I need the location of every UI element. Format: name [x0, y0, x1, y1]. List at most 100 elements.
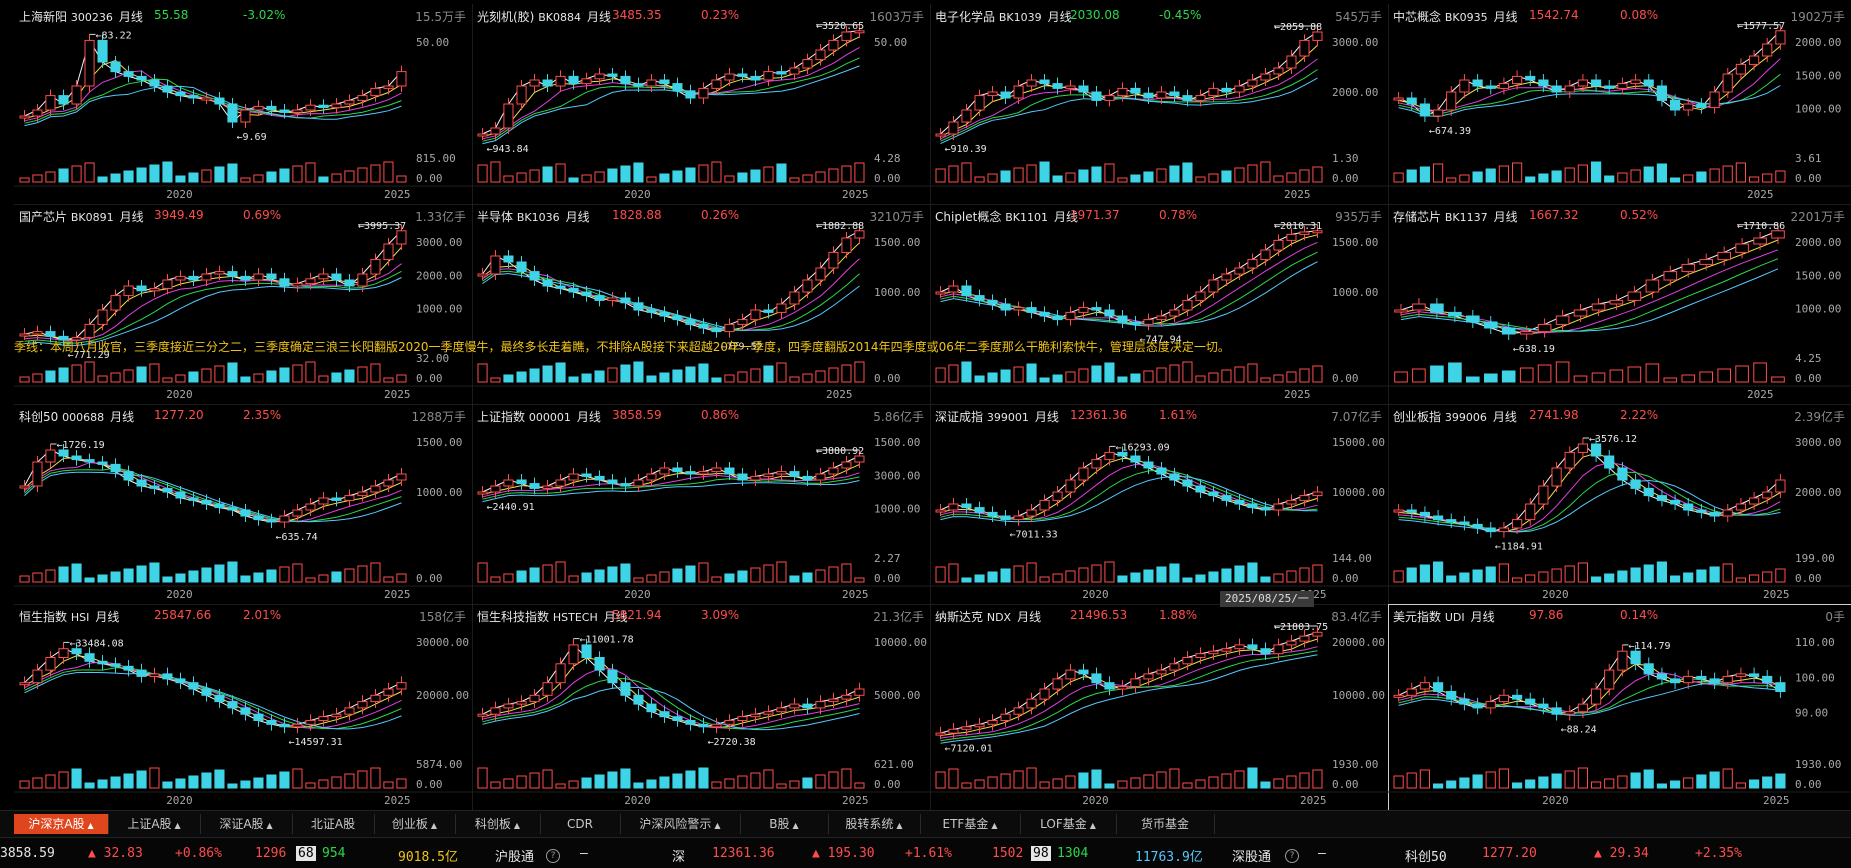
instrument-title: 科创50 — [19, 410, 59, 424]
panel-header: Chiplet概念 BK1101 月线 1971.37 0.78% 935万手 — [930, 204, 1388, 224]
tab-dropdown-icon[interactable]: ▲ — [792, 821, 799, 830]
tab-dropdown-icon[interactable]: ▲ — [991, 821, 998, 830]
last-price: 1828.88 — [612, 208, 662, 222]
candle-body — [344, 99, 355, 105]
kline-chart[interactable]: ←2059.88 ←910.39 3000.00 2000.00 1.30 0.00 202… — [930, 4, 1388, 204]
kline-chart[interactable]: ←1726.19 ←635.74 1500.00 1000.00 0.00 2020 202… — [14, 404, 472, 604]
chart-panel[interactable]: Chiplet概念 BK1101 月线 1971.37 0.78% 935万手 ←2010… — [930, 204, 1389, 405]
volume-bar — [1709, 168, 1720, 183]
sgt-label[interactable]: 深股通 — [1232, 850, 1272, 865]
chart-panel[interactable]: 纳斯达克 NDX 月线 21496.53 1.88% 83.4亿手 ←21803.75 ←7… — [930, 604, 1389, 811]
moving-average-line — [940, 251, 1318, 325]
volume-bar — [32, 777, 43, 789]
tab-dropdown-icon[interactable]: ▲ — [1089, 821, 1096, 830]
market-tab[interactable]: B股 ▲ — [740, 814, 829, 834]
volume-bar — [1537, 364, 1552, 383]
kline-chart[interactable]: ←3576.12 ←1184.91 3000.00 2000.00 199.00 0.00… — [1388, 404, 1851, 604]
hgt-label[interactable]: 沪股通 — [495, 850, 535, 865]
chart-panel[interactable]: 深证成指 399001 月线 12361.36 1.61% 7.07亿手 ←16293.0… — [930, 404, 1389, 605]
market-tab[interactable]: 沪深风险警示 ▲ — [620, 814, 741, 834]
volume-bar — [1299, 368, 1310, 383]
volume-bar — [974, 176, 985, 183]
market-tab[interactable]: ETF基金 ▲ — [920, 814, 1021, 834]
market-tab[interactable]: 沪深京A股 ▲ — [14, 814, 109, 834]
volume-bar — [1117, 177, 1128, 183]
tab-dropdown-icon[interactable]: ▲ — [266, 821, 273, 830]
kline-chart[interactable]: ←2010.31 ←747.94 1500.00 1000.00 0.00 2025 — [930, 204, 1388, 404]
chart-panel[interactable]: 恒生指数 HSI 月线 25847.66 2.01% 158亿手 ←33484.08 ←14… — [14, 604, 473, 811]
market-tab[interactable]: LOF基金 ▲ — [1020, 814, 1117, 834]
kline-chart[interactable]: ←114.79 ←88.24 110.00 100.00 90.00 1930.00 0.0… — [1388, 604, 1851, 810]
volume-bar — [19, 376, 30, 383]
kline-chart[interactable]: ←3880.92 ←2440.91 1500.00 3000.00 1000.00 2.2… — [472, 404, 930, 604]
volume-bar — [305, 577, 316, 583]
kline-chart[interactable]: ←16293.09 ←7011.33 15000.00 10000.00 144.00 0… — [930, 404, 1388, 604]
kline-chart[interactable]: ←1882.88 ←729.52 1500.00 1000.00 0.00 2025 — [472, 204, 930, 404]
volume-axis-tick: 5874.00 — [416, 758, 462, 771]
tab-dropdown-icon[interactable]: ▲ — [513, 821, 521, 830]
low-annotation: ←1184.91 — [1495, 542, 1543, 553]
last-price: 1542.74 — [1529, 8, 1579, 22]
volume-bar — [1459, 777, 1470, 789]
market-tab[interactable]: 上证A股 ▲ — [108, 814, 201, 834]
chart-panel[interactable]: 光刻机(胶) BK0884 月线 3485.35 0.23% 1603万手 ←3520.6… — [472, 4, 931, 205]
chart-panel[interactable]: 存储芯片 BK1137 月线 1667.32 0.52% 2201万手 ←1710.86 ←… — [1388, 204, 1851, 405]
volume-bar — [1208, 776, 1219, 789]
help-icon[interactable]: ? — [546, 847, 560, 863]
market-tab[interactable]: 货币基金 — [1116, 814, 1215, 834]
instrument-code: BK1137 — [1444, 211, 1488, 224]
chart-panel[interactable]: 国产芯片 BK0891 月线 3949.49 0.69% 1.33亿手 ←3995.37 ←… — [14, 204, 473, 405]
tab-dropdown-icon[interactable]: ▲ — [430, 821, 438, 830]
candle-body — [357, 273, 368, 287]
kline-chart[interactable]: ←1577.57 ←674.39 2000.00 1500.00 1000.00 3.61… — [1388, 4, 1851, 204]
candle-body — [1617, 650, 1628, 671]
chart-panel[interactable]: 电子化学品 BK1039 月线 2030.08 -0.45% 545万手 ←2059.88… — [930, 4, 1389, 205]
tab-dropdown-icon[interactable]: ▲ — [714, 821, 721, 830]
chart-panel[interactable]: 中芯概念 BK0935 月线 1542.74 0.08% 1902万手 ←1577.57 ←… — [1388, 4, 1851, 205]
kline-chart[interactable]: ←11001.78 ←2720.38 10000.00 5000.00 621.00 0.… — [472, 604, 930, 810]
kline-chart[interactable]: ←21803.75 ←7120.01 20000.00 10000.00 1930.00… — [930, 604, 1388, 810]
instrument-name: 光刻机(胶) BK0884 月线 — [477, 8, 611, 25]
market-tab[interactable]: 科创板 ▲ — [455, 814, 541, 834]
x-axis-tick: 2020 — [1082, 794, 1109, 807]
tab-dropdown-icon[interactable]: ▲ — [896, 821, 903, 830]
kline-chart[interactable]: ←1710.86 ←638.19 2000.00 1500.00 1000.00 4.25… — [1388, 204, 1851, 404]
volume-bar — [1117, 780, 1128, 789]
chart-panel[interactable]: 美元指数 UDI 月线 97.86 0.14% 0手 ←114.79 ←88.24 110.0… — [1388, 604, 1851, 811]
market-tab[interactable]: 深证A股 ▲ — [200, 814, 293, 834]
candle-body — [1735, 503, 1746, 511]
volume-bar — [737, 371, 748, 383]
chart-panel[interactable]: 上海新阳 300236 月线 55.58 -3.02% 15.5万手 ←83.22 ←9.6… — [14, 4, 473, 205]
y-axis-tick: 1000.00 — [416, 486, 462, 499]
volume-bar — [1630, 772, 1641, 789]
chart-panel[interactable]: 科创50 000688 月线 1277.20 2.35% 1288万手 ←1726.19 ←… — [14, 404, 473, 605]
candle-body — [841, 694, 852, 700]
x-axis-tick: 2020 — [166, 388, 193, 401]
candle-body — [607, 669, 618, 684]
market-tab[interactable]: CDR — [540, 814, 621, 834]
moving-average-line — [940, 475, 1318, 523]
volume-label: 3210万手 — [869, 210, 924, 224]
volume-bar — [815, 171, 826, 183]
chart-panel[interactable]: 恒生科技指数 HSTECH 月线 5821.94 3.09% 21.3亿手 ←11001.… — [472, 604, 931, 811]
volume-bar — [71, 165, 82, 183]
tab-dropdown-icon[interactable]: ▲ — [87, 821, 94, 830]
market-tab[interactable]: 北证A股 — [292, 814, 375, 834]
moving-average-line — [482, 36, 860, 137]
tab-dropdown-icon[interactable]: ▲ — [174, 821, 181, 830]
kline-chart[interactable]: ←33484.08 ←14597.31 30000.00 20000.00 5874.0… — [14, 604, 472, 810]
panel-header: 光刻机(胶) BK0884 月线 3485.35 0.23% 1603万手 — [472, 4, 930, 24]
volume-bar — [331, 372, 342, 383]
volume-bar — [1643, 564, 1654, 583]
kline-chart[interactable]: ←3520.65 ←943.84 50.00 4.28 0.00 2020 2025 — [472, 4, 930, 204]
market-tab[interactable]: 股转系统 ▲ — [828, 814, 921, 834]
candle-body — [1247, 644, 1258, 650]
volume-bar — [279, 168, 290, 183]
chart-panel[interactable]: 上证指数 000001 月线 3858.59 0.86% 5.86亿手 ←3880.92 ←… — [472, 404, 931, 605]
chart-panel[interactable]: 创业板指 399006 月线 2741.98 2.22% 2.39亿手 ←3576.12 ←… — [1388, 404, 1851, 605]
market-tab[interactable]: 创业板 ▲ — [374, 814, 456, 834]
chart-panel[interactable]: 半导体 BK1036 月线 1828.88 0.26% 3210万手 ←1882.88 ←7… — [472, 204, 931, 405]
kline-chart[interactable]: ←3995.37 ←771.29 3000.00 2000.00 1000.00 32.0… — [14, 204, 472, 404]
kline-chart[interactable]: ←83.22 ←9.69 50.00 815.00 0.00 2020 2025 — [14, 4, 472, 204]
help-icon[interactable]: ? — [1285, 847, 1299, 863]
